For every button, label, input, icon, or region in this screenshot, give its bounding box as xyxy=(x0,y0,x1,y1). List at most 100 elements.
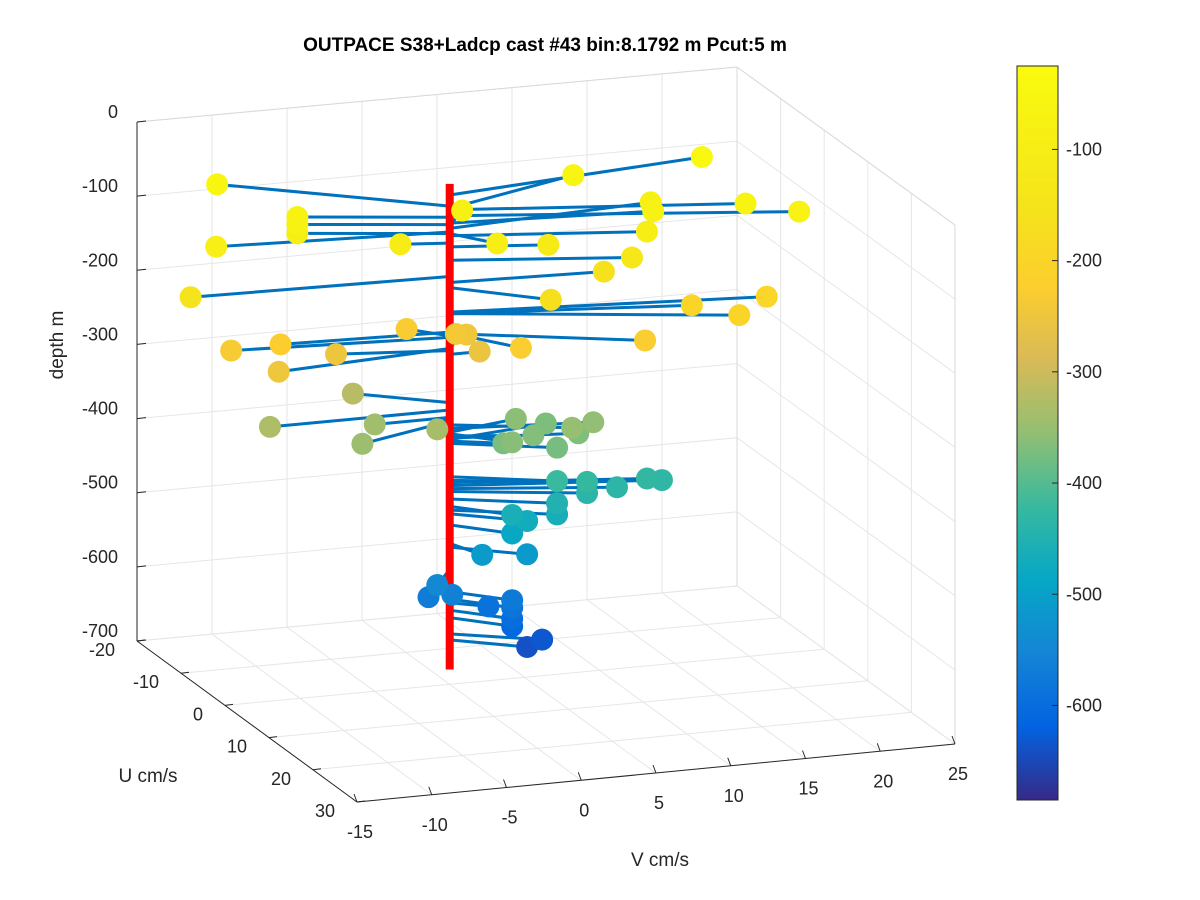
velocity-point xyxy=(468,340,491,363)
grid-line xyxy=(736,214,956,374)
x-tick-label: -15 xyxy=(347,822,373,842)
y-axis-label: U cm/s xyxy=(118,766,177,787)
grid-line xyxy=(268,680,868,739)
velocity-stick xyxy=(449,417,517,434)
grid-line xyxy=(136,288,738,345)
z-tick-mark xyxy=(136,268,147,271)
velocity-stick xyxy=(449,202,746,212)
velocity-stick xyxy=(449,255,632,262)
velocity-point xyxy=(522,424,545,447)
y-tick-mark xyxy=(356,800,366,803)
grid-line xyxy=(136,511,738,568)
grid-line xyxy=(286,626,507,788)
velocity-point xyxy=(546,436,569,459)
z-tick-label: -500 xyxy=(82,473,118,493)
chart-title: OUTPACE S38+Ladcp cast #43 bin:8.1792 m … xyxy=(303,35,787,56)
y-tick-mark xyxy=(180,671,190,674)
grid-line xyxy=(312,711,912,771)
grid-line xyxy=(361,619,582,781)
velocity-point xyxy=(509,336,532,359)
y-axis-line xyxy=(136,640,358,803)
colorbar-tick-label: -300 xyxy=(1066,362,1102,382)
grid-line xyxy=(736,140,956,300)
y-tick-label: 20 xyxy=(271,769,291,789)
velocity-point xyxy=(501,522,524,545)
velocity-point xyxy=(179,286,202,309)
velocity-stick xyxy=(449,270,604,284)
velocity-point xyxy=(269,333,292,356)
velocity-point xyxy=(389,233,412,256)
y-tick-mark xyxy=(312,768,322,771)
velocity-stick xyxy=(352,392,450,405)
colorbar-tick-label: -500 xyxy=(1066,584,1102,604)
grid-line xyxy=(436,613,657,774)
grid-line xyxy=(736,437,956,597)
x-tick-label: 5 xyxy=(654,793,664,813)
y-tick-label: -20 xyxy=(89,640,115,660)
grid-line xyxy=(211,633,433,796)
x-tick-label: 0 xyxy=(579,800,589,820)
velocity-stick xyxy=(449,497,558,505)
velocity-point xyxy=(562,164,585,187)
grid-line xyxy=(586,599,806,759)
z-tick-label: -700 xyxy=(82,621,118,641)
velocity-point xyxy=(351,432,374,455)
velocity-stick xyxy=(449,303,692,316)
velocity-stick xyxy=(449,200,651,230)
velocity-point xyxy=(635,467,658,490)
velocity-point xyxy=(471,543,494,566)
velocity-point xyxy=(220,339,243,362)
tick-labels: 0-100-200-300-400-500-600-700-20-1001020… xyxy=(82,102,968,842)
z-tick-label: -600 xyxy=(82,547,118,567)
velocity-stick xyxy=(449,295,767,314)
grid-line xyxy=(136,585,738,642)
grid-line xyxy=(736,363,956,522)
velocity-point xyxy=(620,246,643,269)
colorbar: -100 -200 -300 -400 -500 -600 xyxy=(1016,65,1102,801)
x-axis-label: V cm/s xyxy=(631,850,689,871)
velocity-point xyxy=(642,200,665,223)
z-tick-mark xyxy=(136,194,147,197)
velocity-point xyxy=(728,304,751,327)
x-tick-mark xyxy=(652,764,657,774)
velocity-sticks xyxy=(190,155,800,649)
grid-line xyxy=(736,511,956,671)
x-tick-mark xyxy=(353,793,358,803)
x-tick-label: 20 xyxy=(873,771,893,791)
x-tick-mark xyxy=(428,786,433,795)
velocity-point xyxy=(395,318,418,341)
velocity-stick xyxy=(449,332,646,342)
z-tick-label: -300 xyxy=(82,324,118,344)
velocity-point xyxy=(325,343,348,366)
grid-line xyxy=(661,592,881,752)
velocity-point xyxy=(267,360,290,383)
x-tick-mark xyxy=(802,750,806,759)
y-tick-mark xyxy=(224,703,234,706)
z-tick-label: -100 xyxy=(82,176,118,196)
velocity-point xyxy=(206,173,229,196)
y-tick-label: 0 xyxy=(193,704,203,724)
velocity-point xyxy=(426,574,449,597)
velocity-point xyxy=(680,294,703,317)
y-tick-label: -10 xyxy=(133,672,159,692)
z-tick-mark xyxy=(136,565,147,568)
colorbar-tick-label: -100 xyxy=(1066,139,1102,159)
velocity-point xyxy=(444,322,467,345)
velocity-stick xyxy=(449,638,528,649)
colorbar-ticks: -100 -200 -300 -400 -500 -600 xyxy=(1052,139,1102,715)
velocity-point xyxy=(606,476,628,499)
velocity-point xyxy=(258,415,281,438)
velocity-point xyxy=(501,431,524,454)
velocity-point xyxy=(582,411,605,434)
z-tick-mark xyxy=(136,120,147,123)
velocity-point xyxy=(561,416,584,439)
velocity-points xyxy=(179,146,811,658)
velocity-point xyxy=(634,329,657,352)
velocity-stick xyxy=(449,230,647,238)
colorbar-tick-label: -200 xyxy=(1066,251,1102,271)
velocity-stick xyxy=(280,330,450,346)
colorbar-tick-label: -600 xyxy=(1066,695,1102,715)
x-tick-label: -5 xyxy=(501,808,517,828)
grid-line xyxy=(180,617,781,674)
